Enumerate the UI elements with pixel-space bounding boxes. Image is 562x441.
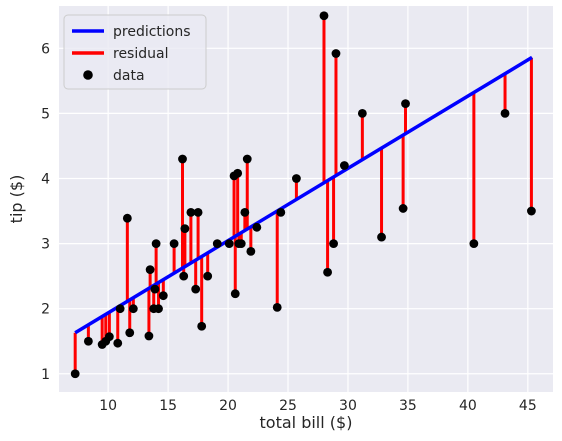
y-tick-label: 3 — [41, 237, 50, 253]
data-point — [70, 369, 80, 379]
data-point — [178, 154, 187, 164]
data-point — [158, 291, 168, 301]
legend-box — [63, 14, 207, 90]
data-point — [240, 207, 250, 217]
data-point — [357, 109, 367, 118]
y-tick-label: 4 — [41, 171, 50, 187]
data-point — [169, 239, 179, 248]
data-point — [128, 304, 138, 314]
y-tick-labels: 1 2 3 4 5 6 — [41, 41, 50, 382]
legend: predictions residual data — [63, 14, 207, 90]
y-tick-label: 2 — [41, 302, 50, 318]
x-tick-label: 20 — [219, 398, 237, 414]
data-point — [398, 204, 408, 213]
data-point — [122, 213, 132, 223]
data-point — [144, 331, 154, 341]
data-point — [212, 239, 222, 248]
data-point — [329, 239, 338, 248]
x-axis-label: total bill ($) — [260, 413, 353, 432]
data-point — [276, 207, 286, 217]
data-point — [236, 239, 246, 248]
data-point — [401, 99, 410, 109]
data-point — [197, 321, 207, 331]
data-point — [224, 239, 234, 248]
x-tick-label: 40 — [459, 398, 477, 414]
data-point — [331, 49, 341, 58]
data-point — [191, 284, 201, 294]
legend-label: data — [113, 68, 145, 84]
legend-swatch — [83, 70, 93, 80]
legend-label: residual — [113, 46, 168, 62]
data-point — [104, 332, 114, 342]
data-point — [246, 246, 256, 256]
data-point — [500, 109, 510, 118]
data-point — [179, 271, 189, 281]
data-points — [70, 11, 536, 379]
legend-label: predictions — [113, 24, 191, 40]
data-point — [527, 206, 536, 216]
data-point — [113, 338, 123, 348]
x-tick-label: 25 — [279, 398, 297, 414]
data-point — [377, 232, 386, 242]
data-point — [319, 11, 329, 21]
data-point — [323, 267, 332, 277]
data-point — [154, 304, 163, 314]
residuals — [73, 15, 533, 374]
y-tick-label: 6 — [41, 41, 50, 57]
data-point — [292, 174, 301, 183]
data-point — [252, 222, 262, 232]
data-point — [125, 328, 135, 338]
data-point — [186, 207, 196, 217]
data-point — [193, 207, 203, 217]
data-point — [150, 284, 160, 294]
x-tick-label: 10 — [99, 398, 117, 414]
x-tick-label: 30 — [339, 398, 357, 414]
data-point — [242, 154, 252, 164]
x-tick-label: 15 — [159, 398, 177, 414]
data-point — [115, 304, 125, 314]
data-point — [233, 168, 243, 178]
data-point — [469, 239, 479, 248]
x-tick-labels: 10 15 20 25 30 35 40 45 — [99, 398, 536, 414]
x-tick-label: 45 — [519, 398, 537, 414]
y-tick-label: 5 — [41, 106, 50, 122]
data-point — [83, 336, 93, 346]
y-axis-label: tip ($) — [7, 175, 26, 224]
data-point — [339, 161, 349, 170]
y-tick-label: 1 — [41, 367, 50, 383]
data-point — [203, 271, 213, 281]
data-point — [230, 289, 240, 299]
data-point — [180, 224, 190, 234]
x-tick-label: 35 — [399, 398, 417, 414]
data-point — [151, 239, 161, 248]
data-point — [145, 265, 155, 275]
data-point — [272, 302, 282, 312]
